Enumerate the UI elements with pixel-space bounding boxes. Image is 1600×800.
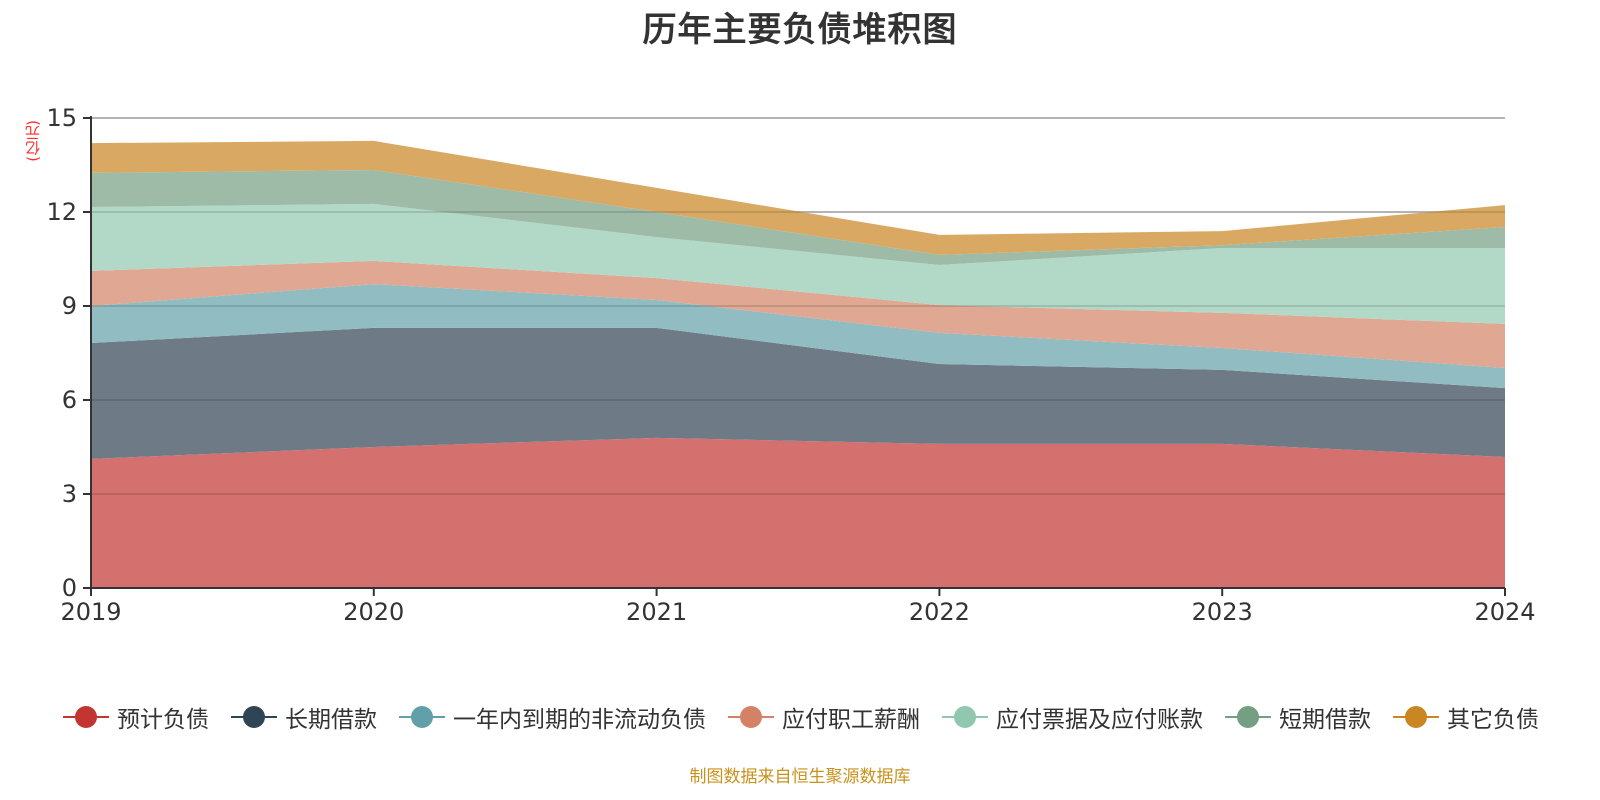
legend-item-2[interactable]: 一年内到期的非流动负债 <box>397 700 706 734</box>
legend-item-3[interactable]: 应付职工薪酬 <box>726 700 920 734</box>
legend-item-1[interactable]: 长期借款 <box>229 700 377 734</box>
legend-item-0[interactable]: 预计负债 <box>61 700 209 734</box>
legend-marker-icon <box>1223 705 1273 729</box>
chart-title: 历年主要负债堆积图 <box>642 10 958 50</box>
legend-circle-icon <box>954 706 976 728</box>
source-note: 制图数据来自恒生聚源数据库 <box>689 767 911 787</box>
legend-marker-icon <box>229 705 279 729</box>
overlay-grid-lines <box>91 117 1505 495</box>
legend-item-6[interactable]: 其它负债 <box>1391 700 1539 734</box>
y-tick-label: 0 <box>62 574 77 602</box>
legend-label: 应付票据及应付账款 <box>996 707 1203 733</box>
legend-circle-icon <box>411 706 433 728</box>
area-series-5 <box>91 170 1505 265</box>
area-series-6 <box>91 140 1505 255</box>
x-tick-label: 2024 <box>1474 598 1535 626</box>
x-tick-label: 2021 <box>626 598 687 626</box>
legend-circle-icon <box>75 706 97 728</box>
area-series-3 <box>91 260 1505 368</box>
area-series-1 <box>91 327 1505 459</box>
y-tick-label: 6 <box>62 386 77 414</box>
area-series-2 <box>91 284 1505 389</box>
legend-item-4[interactable]: 应付票据及应付账款 <box>940 700 1203 734</box>
legend-circle-icon <box>740 706 762 728</box>
y-tick-label: 15 <box>46 104 77 132</box>
legend: 预计负债 长期借款 一年内到期的非流动负债 应付职工薪酬 应付票据及应付账款 短期借款 其它… <box>0 700 1600 734</box>
axes: 0 3 6 9 12 15 2019 2020 2021 2022 2023 2024 <box>46 104 1535 626</box>
legend-label: 预计负债 <box>117 707 209 733</box>
legend-label: 应付职工薪酬 <box>782 707 920 733</box>
legend-label: 其它负债 <box>1447 707 1539 733</box>
stacked-area-chart: 0 3 6 9 12 15 2019 2020 2021 2022 2023 2024 <box>46 104 1535 626</box>
legend-marker-icon <box>397 705 447 729</box>
area-series <box>91 140 1505 588</box>
legend-marker-icon <box>1391 705 1441 729</box>
area-series-0 <box>91 437 1505 588</box>
y-tick-label: 9 <box>62 292 77 320</box>
legend-label: 长期借款 <box>285 707 377 733</box>
x-tick-label: 2020 <box>343 598 404 626</box>
legend-marker-icon <box>61 705 111 729</box>
legend-circle-icon <box>243 706 265 728</box>
legend-item-5[interactable]: 短期借款 <box>1223 700 1371 734</box>
legend-circle-icon <box>1405 706 1427 728</box>
legend-label: 一年内到期的非流动负债 <box>453 707 706 733</box>
x-tick-label: 2023 <box>1192 598 1253 626</box>
x-tick-label: 2019 <box>60 598 121 626</box>
area-series-4 <box>91 203 1505 324</box>
legend-marker-icon <box>726 705 776 729</box>
legend-circle-icon <box>1237 706 1259 728</box>
y-tick-label: 3 <box>62 480 77 508</box>
legend-marker-icon <box>940 705 990 729</box>
x-tick-label: 2022 <box>909 598 970 626</box>
legend-label: 短期借款 <box>1279 707 1371 733</box>
y-tick-label: 12 <box>46 198 77 226</box>
